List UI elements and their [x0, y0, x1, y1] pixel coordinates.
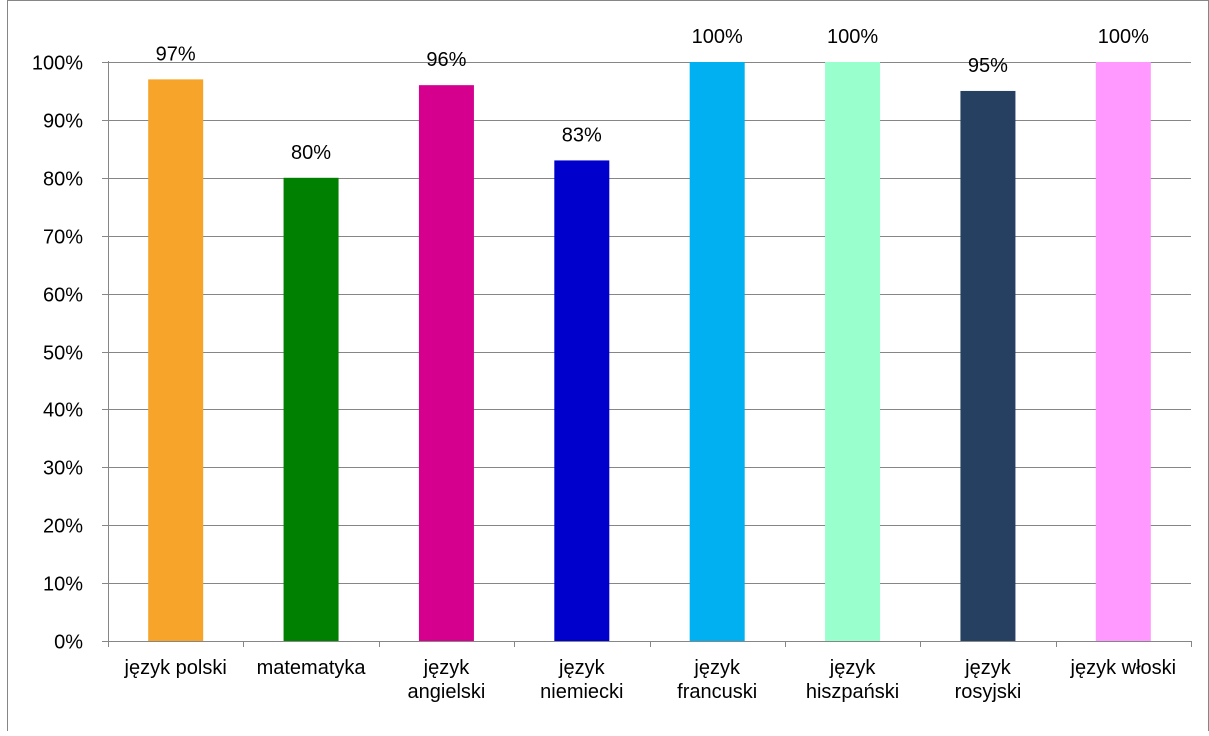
y-tick-label: 50%	[43, 343, 83, 365]
data-label: 80%	[291, 142, 331, 164]
x-category-label: niemiecki	[540, 681, 623, 703]
x-category-label: język	[558, 657, 606, 679]
x-category-label: francuski	[677, 681, 757, 703]
y-tick-label: 30%	[43, 458, 83, 480]
y-axis-tick-labels: 0% 10% 20% 30% 40% 50% 60% 70% 80% 90% 100%	[32, 53, 83, 654]
gridlines	[102, 62, 1191, 642]
y-tick-label: 100%	[32, 53, 83, 75]
x-category-label: język polski	[124, 657, 227, 679]
y-tick-label: 60%	[43, 285, 83, 307]
y-tick-label: 80%	[43, 169, 83, 191]
bar	[283, 177, 339, 642]
y-tick-label: 70%	[43, 227, 83, 249]
x-category-label: język	[423, 657, 471, 679]
x-category-label: język	[693, 657, 741, 679]
x-category-label: język	[829, 657, 877, 679]
bar	[825, 62, 881, 641]
y-tick-label: 90%	[43, 111, 83, 133]
data-label: 83%	[562, 124, 602, 146]
data-label: 96%	[426, 49, 466, 71]
bar	[148, 79, 204, 642]
data-label: 100%	[1098, 26, 1149, 48]
bars	[148, 62, 1151, 642]
bar	[960, 90, 1016, 641]
data-label: 100%	[692, 26, 743, 48]
y-tick-label: 10%	[43, 574, 83, 596]
x-category-label: język	[964, 657, 1012, 679]
bar	[689, 62, 745, 641]
data-label: 100%	[827, 26, 878, 48]
x-category-label: matematyka	[257, 657, 367, 679]
x-category-label: hiszpański	[806, 681, 899, 703]
data-label: 95%	[968, 55, 1008, 77]
y-tick-label: 20%	[43, 516, 83, 538]
bar	[418, 85, 474, 641]
data-label: 97%	[156, 43, 196, 65]
bar	[1095, 62, 1151, 641]
x-category-label: język włoski	[1070, 657, 1177, 679]
x-category-label: rosyjski	[955, 681, 1022, 703]
x-category-label: angielski	[408, 681, 486, 703]
y-tick-label: 40%	[43, 400, 83, 422]
data-labels: 97% 80% 96% 83% 100% 100% 95% 100%	[156, 26, 1149, 164]
y-tick-label: 0%	[54, 632, 83, 654]
bar	[554, 160, 610, 641]
axes	[102, 61, 1192, 647]
x-axis-category-labels: język polski matematyka językangielskijęzy…	[124, 657, 1177, 703]
